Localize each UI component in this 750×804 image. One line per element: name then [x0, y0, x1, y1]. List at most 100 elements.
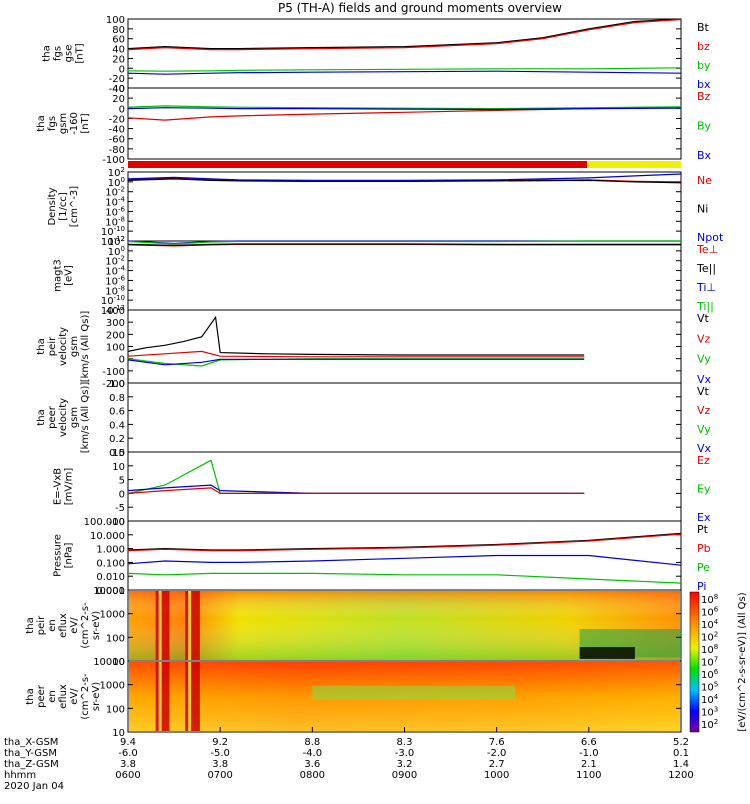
- y-tick-label: 1000: [100, 610, 125, 621]
- y-tick-label: 10-6: [105, 274, 125, 287]
- x-row-value: 0900: [392, 770, 417, 781]
- panel-frame: [127, 87, 682, 160]
- y-axis-label: gse: [64, 45, 75, 63]
- series-pb: [127, 533, 682, 552]
- y-tick-label: 20: [112, 94, 125, 105]
- series-bx: [127, 70, 682, 75]
- y-tick-label: 0: [119, 64, 125, 75]
- y-tick-label: -100: [102, 155, 125, 166]
- x-row-value: 0700: [207, 770, 232, 781]
- y-axis-label: [km/s (All Qs)]: [80, 382, 91, 454]
- x-row-value: 0800: [300, 770, 325, 781]
- x-row-value: 0.1: [673, 748, 689, 759]
- y-axis-label: gsm: [69, 407, 80, 428]
- legend-vt: Vt: [697, 385, 710, 398]
- y-tick-label: 10-6: [105, 205, 125, 218]
- flag-yellow-segment: [587, 161, 681, 168]
- y-tick-label: 20: [112, 54, 125, 65]
- y-tick-label: 10-10: [101, 294, 125, 307]
- y-axis-label: tha: [36, 409, 47, 425]
- y-axis-label: [1/cc]: [58, 192, 69, 221]
- y-tick-label: -20: [109, 114, 125, 125]
- x-row-value: 0600: [115, 770, 140, 781]
- legend-pi: Pi: [697, 580, 706, 593]
- x-row-value: 3.2: [397, 759, 413, 770]
- y-axis-label: eflux: [58, 613, 69, 638]
- legend-ez: Ez: [697, 454, 710, 467]
- panel-peer-velocity: 1.0 0.8 0.6 0.4 0.2 0.0 tha peer velocity gsm [km/…: [36, 379, 712, 459]
- x-row-value: 1000: [484, 770, 509, 781]
- panel-frame: [127, 309, 682, 384]
- x-row-value: -4.0: [303, 748, 323, 759]
- colorbar-tick-label: 105: [701, 681, 718, 694]
- y-axis-label: velocity: [58, 398, 69, 437]
- y-tick-label: 10000: [93, 586, 125, 597]
- y-axis-label: [nPa]: [64, 542, 75, 568]
- y-tick-label: 100: [106, 343, 125, 354]
- y-axis-label: [mV/m]: [64, 468, 75, 506]
- y-tick-label: 200: [106, 330, 125, 341]
- y-axis-label: gsm: [69, 336, 80, 357]
- legend-by: By: [697, 120, 712, 133]
- y-axis-label: Pressure: [53, 534, 64, 577]
- x-row-value: 3.6: [304, 759, 320, 770]
- y-axis-label: eV/: [69, 688, 80, 705]
- legend-npot: Npot: [697, 231, 724, 244]
- y-tick-label: 10-8: [105, 215, 125, 228]
- y-tick-label: -10: [109, 517, 125, 528]
- series-bx: [127, 107, 682, 111]
- y-tick-label: 10-4: [105, 196, 125, 209]
- colorbar-tick-label: 102: [701, 631, 718, 644]
- panel-pressure: 100.000 10.000 1.000 0.100 0.010 0.001 Pressur…: [53, 517, 711, 597]
- y-axis-label: (cm^2-s-: [80, 673, 91, 720]
- y-axis-label: E=-VxB: [53, 468, 64, 505]
- legend-vy: Vy: [697, 353, 711, 366]
- y-tick-label: 0.8: [109, 393, 125, 404]
- y-axis-label: tha: [42, 45, 53, 61]
- legend-bx: Bx: [697, 149, 712, 162]
- x-row-label: tha_Z-GSM: [4, 759, 59, 770]
- series-vz: [127, 350, 585, 358]
- legend-vz: Vz: [697, 404, 711, 417]
- y-axis-label: [nT]: [80, 113, 91, 133]
- y-axis-label: en: [47, 619, 58, 632]
- x-row-value: 3.8: [120, 759, 136, 770]
- spectrogram-burst-core: [188, 662, 192, 731]
- y-tick-label: 0.6: [109, 407, 125, 418]
- legend-ne: Ne: [697, 174, 712, 187]
- y-tick-label: 102: [108, 166, 125, 179]
- colorbar-tick-label: 102: [701, 718, 718, 731]
- y-tick-label: 60: [112, 35, 125, 46]
- legend-ex: Ex: [697, 511, 711, 524]
- spectrogram-mid-band: [312, 685, 516, 701]
- x-row-value: -1.0: [579, 748, 599, 759]
- y-tick-label: 10-8: [105, 284, 125, 297]
- x-row-value: -6.0: [118, 748, 138, 759]
- y-tick-label: 400: [106, 306, 125, 317]
- colorbar-tick-label: 108: [701, 643, 718, 656]
- y-tick-label: 100: [106, 704, 125, 715]
- legend-bz: Bz: [697, 90, 711, 103]
- series-npot: [127, 173, 682, 181]
- series-by: [127, 105, 682, 110]
- y-axis-label: Density: [47, 187, 58, 225]
- legend-vx: Vx: [697, 442, 712, 455]
- y-tick-label: 100.000: [84, 517, 125, 528]
- y-tick-label: 1.0: [109, 379, 125, 390]
- y-axis-label: en: [47, 690, 58, 703]
- y-tick-label: 10-10: [101, 225, 125, 238]
- y-axis-label: tha: [25, 617, 36, 633]
- colorbar-tick-label: 104: [701, 618, 719, 631]
- legend-bx: bx: [697, 78, 711, 91]
- y-axis-label: tha: [36, 338, 47, 354]
- y-tick-label: -40: [109, 125, 125, 136]
- y-axis-label: peer: [47, 405, 58, 429]
- y-tick-label: -80: [109, 145, 125, 156]
- x-row-value: 8.3: [397, 737, 413, 748]
- panel-density: 10210010-210-410-610-810-1010-12Density[…: [47, 166, 724, 248]
- y-tick-label: 0: [119, 104, 125, 115]
- y-axis-label: peer: [36, 684, 47, 708]
